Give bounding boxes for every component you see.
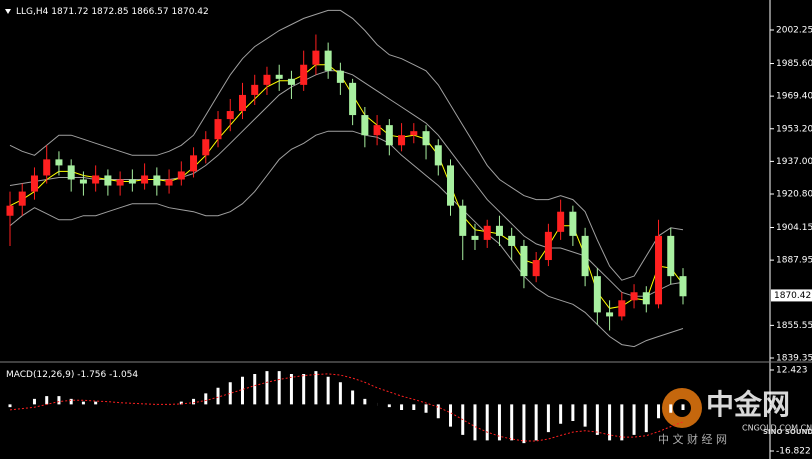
partner: SINO SOUND (763, 428, 812, 436)
candle-body (275, 74, 283, 79)
candle-body (43, 159, 51, 176)
y-tick-label: 1985.60 (776, 59, 812, 69)
candle-body (287, 78, 295, 85)
candle-body (55, 159, 63, 166)
domain: CNGOLD.COM.CN (742, 424, 812, 433)
candle-body (251, 84, 259, 95)
candle-body (569, 211, 577, 236)
candle-body (104, 175, 112, 186)
candle-body (238, 94, 246, 112)
candle-body (483, 225, 491, 240)
candle-body (300, 64, 308, 85)
candle-body (593, 276, 601, 313)
candle-body (312, 50, 320, 65)
candle-body (642, 292, 650, 305)
candle-body (544, 231, 552, 261)
candle-body (128, 179, 136, 184)
candle-body (459, 205, 467, 236)
candle-body (630, 292, 638, 301)
candle-body (434, 145, 442, 166)
candle-body (226, 111, 234, 120)
candle-body (557, 211, 565, 232)
candle-body (398, 135, 406, 146)
candle-body (618, 300, 626, 317)
y-tick-label: 1887.95 (776, 256, 812, 266)
candle-body (263, 74, 271, 85)
candle-body (447, 165, 455, 206)
candle-body (79, 179, 87, 184)
macd-label: MACD(12,26,9) (6, 370, 74, 380)
candle-body (495, 225, 503, 236)
current-price-box (771, 289, 812, 302)
y-tick-label: 2002.25 (776, 26, 812, 36)
current-price-label: 1870.42 (774, 291, 811, 301)
candle-body (165, 179, 173, 186)
y-tick-label: 1920.80 (776, 189, 812, 199)
macd-header: MACD(12,26,9) -1.756 -1.054 (6, 370, 138, 380)
candle-body (679, 276, 687, 297)
candle-body (520, 245, 528, 277)
macd-signal (9, 373, 684, 442)
candle-body (385, 125, 393, 146)
candle-body (177, 171, 185, 180)
y-tick-label: 1839.35 (776, 353, 812, 363)
y-tick-label: 1969.40 (776, 92, 812, 102)
header-value: 1872.85 (91, 7, 128, 17)
candle-body (422, 131, 430, 146)
symbol: LLG,H4 (16, 7, 49, 17)
candle-body (214, 119, 222, 140)
candle-body (6, 205, 14, 216)
candle-body (18, 191, 26, 206)
candle-body (655, 235, 663, 305)
candle-body (667, 235, 675, 277)
y-tick-label: 1937.00 (776, 157, 812, 167)
header-value: 1866.57 (131, 7, 168, 17)
y-tick-label: 1904.15 (776, 223, 812, 233)
candle-body (361, 115, 369, 136)
candle-body (606, 312, 614, 317)
candle-body (153, 175, 161, 186)
overlay-line (9, 130, 684, 348)
candle-body (471, 235, 479, 240)
candle-body (190, 155, 198, 172)
candle-body (30, 175, 38, 192)
header-value: 1870.42 (172, 7, 209, 17)
overlay-line (9, 9, 684, 281)
candle-body (532, 260, 540, 277)
candle-body (410, 131, 418, 136)
collapse-icon (5, 9, 11, 14)
macd-tick-label: 12.423 (776, 366, 808, 376)
header-value: 1871.72 (51, 7, 88, 17)
candle-body (508, 235, 516, 246)
candle-body (202, 139, 210, 156)
candle-body (92, 175, 100, 184)
candle-body (67, 165, 75, 180)
candle-body (116, 179, 124, 186)
macd-value: -1.054 (109, 370, 138, 380)
candle-body (324, 50, 332, 71)
candle-body (336, 70, 344, 83)
y-tick-label: 1855.55 (776, 321, 812, 331)
chart-header: LLG,H4 1871.72 1872.85 1866.57 1870.42 (16, 7, 209, 17)
candle-body (141, 175, 149, 184)
candle-body (581, 235, 589, 277)
candle-body (373, 125, 381, 136)
y-tick-label: 1953.20 (776, 124, 812, 134)
candle-body (349, 82, 357, 116)
slogan: 中 文 财 经 网 (658, 432, 727, 446)
macd-tick-label: -16.822 (776, 447, 811, 457)
macd-value: -1.756 (77, 370, 106, 380)
brand: 中金网 (706, 388, 790, 421)
